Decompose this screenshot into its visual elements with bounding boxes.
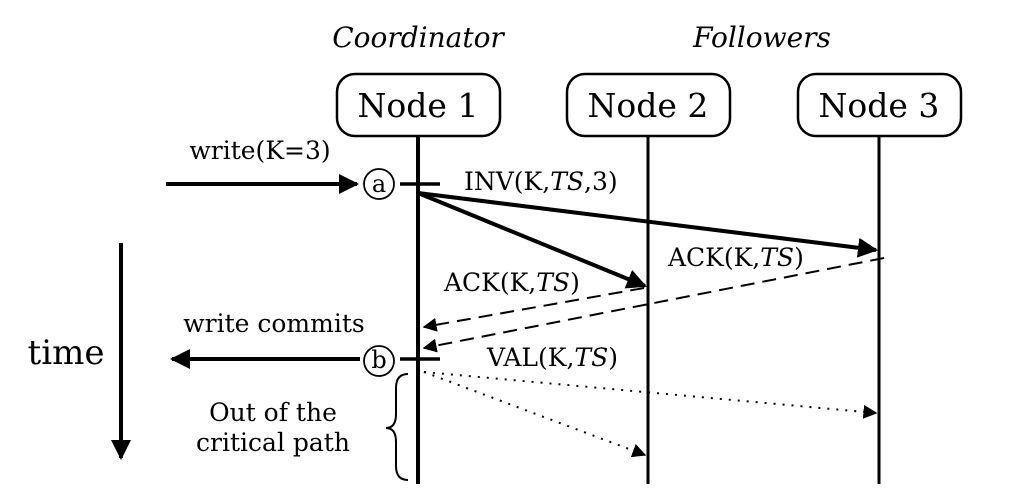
followers-label: Followers	[692, 21, 831, 54]
write-request-label: write(K=3)	[189, 136, 330, 165]
critical-path-brace	[385, 373, 409, 481]
inv-suffix: ,3)	[584, 167, 618, 196]
point-a-letter: a	[372, 170, 386, 198]
node-1-box: Node 1	[335, 72, 502, 138]
point-a-marker: a	[363, 168, 395, 200]
write-commits-label: write commits	[183, 309, 364, 338]
ack-node-2-prefix: ACK(K,	[443, 268, 536, 297]
inv-message-label: INV(K,TS,3)	[464, 167, 618, 196]
ack-node-2-suffix: )	[570, 268, 580, 297]
node-1-label: Node 1	[358, 86, 479, 125]
val-prefix: VAL(K,	[486, 343, 574, 372]
val-arrow-node-3	[423, 371, 878, 419]
ack-node-3-label: ACK(K,TS)	[667, 243, 804, 272]
ack-node-3-ts: TS	[760, 243, 794, 272]
point-b-marker: b	[363, 345, 395, 377]
ack-arrow-node-3	[422, 257, 885, 353]
val-suffix: )	[608, 343, 618, 372]
val-ts: TS	[574, 343, 608, 372]
val-message-label: VAL(K,TS)	[486, 343, 618, 372]
node-3-label: Node 3	[819, 86, 940, 125]
out-of-critical-path-line-2: critical path	[196, 428, 350, 457]
inv-prefix: INV(K,	[464, 167, 550, 196]
ack-arrow-node-2	[422, 287, 645, 332]
val-arrow-node-2	[423, 371, 647, 458]
out-of-critical-path-line-1: Out of the	[209, 398, 337, 427]
ack-node-2-ts: TS	[536, 268, 570, 297]
time-axis-label: time	[28, 333, 105, 373]
inv-arrow-node-3	[417, 191, 878, 258]
ack-node-2-label: ACK(K,TS)	[443, 268, 580, 297]
node-2-label: Node 2	[588, 86, 709, 125]
ack-node-3-prefix: ACK(K,	[667, 243, 760, 272]
inv-ts: TS	[550, 167, 584, 196]
node-3-box: Node 3	[796, 72, 963, 138]
node-2-box: Node 2	[565, 72, 732, 138]
inv-arrow-node-2	[417, 191, 647, 289]
point-b-letter: b	[371, 346, 386, 374]
coordinator-label: Coordinator	[332, 21, 505, 54]
ack-node-3-suffix: )	[794, 243, 804, 272]
